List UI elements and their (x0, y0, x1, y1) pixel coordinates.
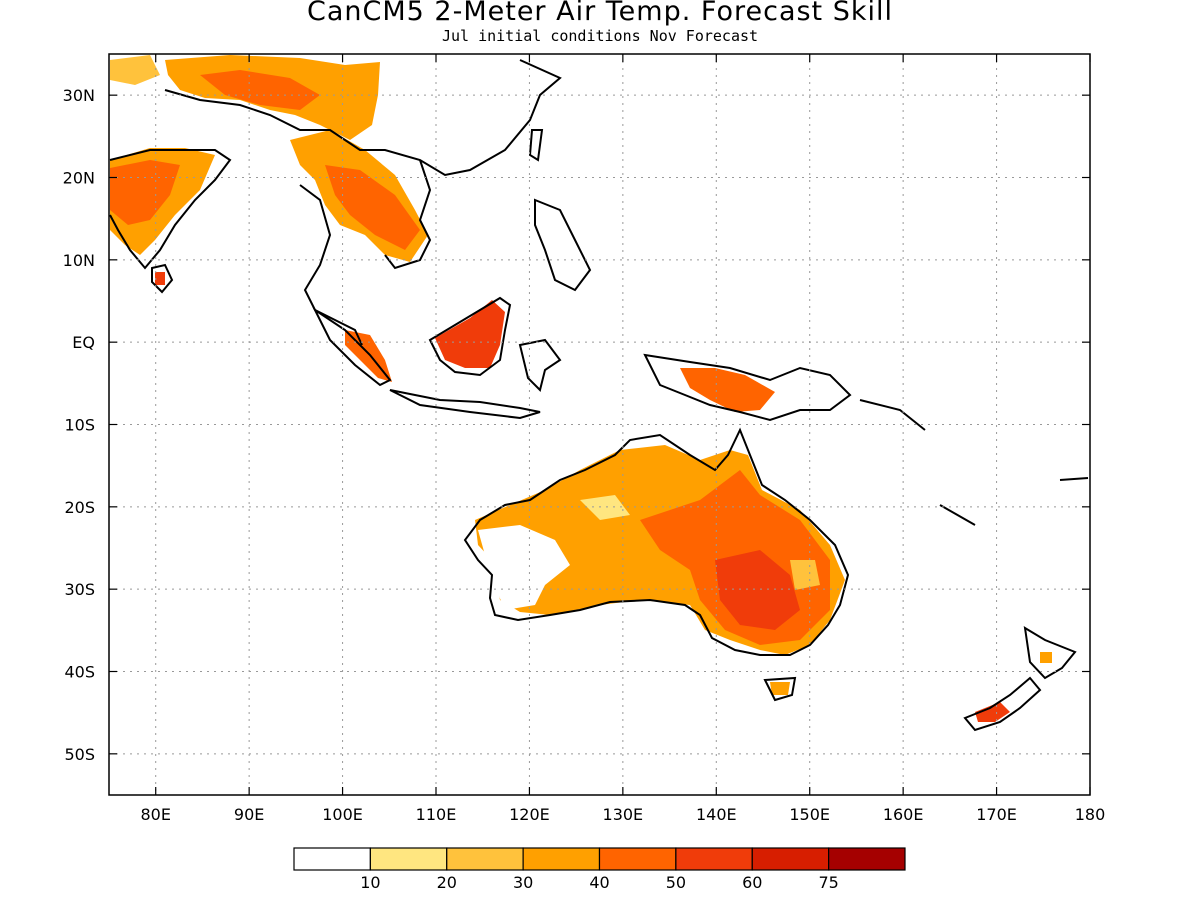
lat-tick-label: 10N (63, 251, 95, 270)
grid-lines (109, 54, 1090, 795)
skill-shading (110, 55, 1052, 722)
coast-australia (463, 427, 850, 656)
axis-ticks (109, 54, 1091, 795)
coast-fiji (1059, 477, 1089, 481)
lat-tick-label: 20S (64, 498, 95, 517)
colorbar-label: 30 (513, 873, 533, 892)
coast-nz-north (1023, 626, 1077, 680)
colorbar-swatch (828, 847, 906, 871)
lat-tick-label: 30N (63, 86, 95, 105)
shade-tasmania (770, 682, 790, 695)
lon-tick-label: 80E (140, 805, 170, 824)
colorbar-label: 20 (437, 873, 457, 892)
coast-indochina (299, 184, 363, 346)
coast-sumatra (312, 307, 392, 387)
coastlines (109, 59, 1089, 732)
lat-tick-label: EQ (72, 333, 95, 352)
shade-srilanka (155, 272, 165, 285)
colorbar-label: 50 (666, 873, 686, 892)
lon-tick-label: 110E (416, 805, 457, 824)
colorbar-label: 10 (360, 873, 380, 892)
coast-asia (164, 59, 562, 177)
colorbar-label: 60 (742, 873, 762, 892)
colorbar-label: 40 (589, 873, 609, 892)
lat-tick-label: 30S (64, 580, 95, 599)
shade-australia-light2 (790, 560, 820, 590)
shade-newguinea (680, 368, 775, 412)
lon-tick-label: 140E (696, 805, 737, 824)
lon-tick-label: 160E (883, 805, 924, 824)
coast-sulawesi (518, 338, 562, 392)
colorbar-swatch (293, 847, 371, 871)
lon-tick-label: 170E (976, 805, 1017, 824)
coast-taiwan (528, 129, 544, 162)
lat-tick-label: 40S (64, 663, 95, 682)
shade-australia-light1 (580, 495, 630, 520)
coast-srilanka (151, 263, 174, 294)
coast-borneo (428, 296, 512, 377)
coast-newcaledonia (939, 504, 976, 526)
lon-tick-label: 150E (789, 805, 830, 824)
colorbar-swatch (446, 847, 524, 871)
coast-indochina-east (384, 159, 432, 270)
coast-java (389, 389, 541, 420)
shade-india-core (110, 160, 180, 225)
lon-tick-label: 100E (322, 805, 363, 824)
axis-labels: 30N 20N 10N EQ 10S 20S 30S 40S 50S 80E 90E 100E 110E… (63, 86, 1106, 824)
colorbar-swatch (598, 847, 677, 871)
colorbar-label: 75 (818, 873, 838, 892)
coast-philippines (534, 198, 592, 292)
shade-nw (110, 55, 160, 85)
coast-india (109, 149, 232, 270)
shade-borneo (435, 300, 505, 368)
lon-tick-label: 90E (234, 805, 264, 824)
coast-newguinea (643, 353, 852, 422)
lon-tick-label: 130E (603, 805, 644, 824)
coast-nz-south (963, 676, 1042, 732)
coast-tasmania (763, 676, 797, 702)
map-title: CanCM5 2-Meter Air Temp. Forecast Skill (306, 0, 893, 27)
lat-tick-label: 50S (64, 745, 95, 764)
lon-tick-label: 120E (509, 805, 550, 824)
colorbar-swatch (675, 847, 753, 871)
colorbar-swatch (751, 847, 830, 871)
colorbar-swatch (522, 847, 601, 871)
lon-tick-label: 180 (1075, 805, 1106, 824)
colorbar-swatch (369, 847, 448, 871)
shade-nz (975, 702, 1010, 722)
coast-solomons (859, 399, 926, 431)
colorbar: 10 20 30 40 50 60 75 (293, 847, 906, 892)
lat-tick-label: 20N (63, 169, 95, 188)
lat-tick-label: 10S (64, 416, 95, 435)
shade-himalaya-core (200, 70, 320, 110)
shade-nz-north (1040, 652, 1052, 663)
shade-australia-core (715, 550, 800, 630)
map-subtitle: Jul initial conditions Nov Forecast (441, 27, 759, 45)
shade-indochina-core (325, 165, 420, 250)
